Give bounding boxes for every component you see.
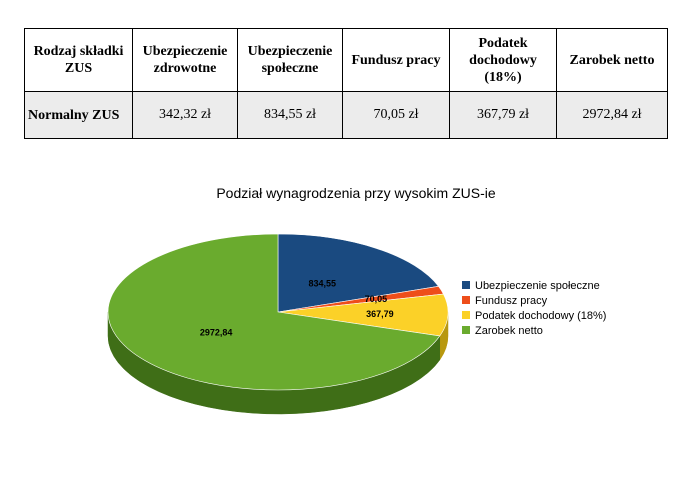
value-cell: 834,55 zł	[237, 91, 343, 139]
table-header-row: Rodzaj składki ZUS Ubezpieczenie zdrowot…	[24, 28, 668, 92]
header-cell: Fundusz pracy	[342, 28, 450, 92]
header-cell: Zarobek netto	[556, 28, 668, 92]
legend-label-fundusz-pracy: Fundusz pracy	[475, 295, 548, 307]
legend-swatch-zarobek-netto	[462, 326, 470, 334]
value-cell: 367,79 zł	[449, 91, 557, 139]
data-label-ubezpieczenie-społeczne: 834,55	[309, 278, 337, 288]
header-cell: Rodzaj składki ZUS	[24, 28, 133, 92]
value-cell: 70,05 zł	[342, 91, 450, 139]
legend-swatch-podatek-dochodowy-18	[462, 311, 470, 319]
pie-labels: 834,55 70,05 367,79 2972,84	[200, 278, 394, 337]
table-row: Normalny ZUS 342,32 zł 834,55 zł 70,05 z…	[24, 91, 668, 139]
legend-label-podatek-dochodowy-18: Podatek dochodowy (18%)	[475, 310, 606, 322]
data-label-podatek-dochodowy-18: 367,79	[366, 309, 394, 319]
data-label-fundusz-pracy: 70,05	[365, 294, 388, 304]
value-cell: 342,32 zł	[132, 91, 238, 139]
pie-tops	[107, 233, 449, 391]
header-cell: Ubezpieczenie zdrowotne	[132, 28, 238, 92]
contributions-table: Rodzaj składki ZUS Ubezpieczenie zdrowot…	[24, 28, 668, 139]
header-cell: Ubezpieczenie społeczne	[237, 28, 343, 92]
chart-title: Podział wynagrodzenia przy wysokim ZUS-i…	[216, 185, 496, 201]
pie-chart: Podział wynagrodzenia przy wysokim ZUS-i…	[107, 185, 606, 415]
legend-swatch-ubezpieczenie-społeczne	[462, 281, 470, 289]
legend-label-ubezpieczenie-społeczne: Ubezpieczenie społeczne	[475, 280, 600, 292]
legend-swatch-fundusz-pracy	[462, 296, 470, 304]
row-label: Normalny ZUS	[24, 91, 133, 139]
chart-legend: Ubezpieczenie społeczne Fundusz pracy Poda…	[462, 280, 606, 337]
data-label-zarobek-netto: 2972,84	[200, 328, 233, 338]
legend-label-zarobek-netto: Zarobek netto	[475, 325, 543, 337]
pie-slice-podatek-dochodowy-18	[277, 293, 449, 337]
value-cell: 2972,84 zł	[556, 91, 668, 139]
pie-slice-zarobek-netto	[107, 233, 441, 391]
header-cell: Podatek dochodowy (18%)	[449, 28, 557, 92]
